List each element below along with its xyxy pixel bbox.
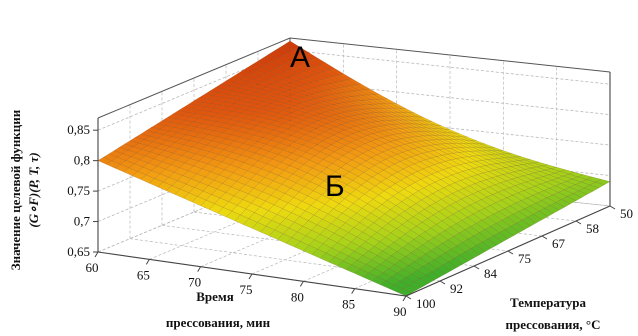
x-axis-label-line2: прессования, мин (166, 315, 271, 330)
x-tick-label: 60 (86, 260, 99, 275)
x-tick-label: 65 (137, 267, 150, 282)
y-tick-label: 58 (586, 221, 599, 236)
z-tick-label: 0,8 (74, 153, 90, 168)
z-tick-label: 0,7 (74, 214, 91, 229)
z-axis-label-line1: Значение целевой функции (8, 109, 23, 270)
y-tick-label: 100 (416, 296, 436, 311)
z-tick-label: 0,65 (67, 244, 90, 259)
y-axis-label-line1: Температура (510, 295, 586, 310)
x-tick-label: 85 (342, 297, 355, 312)
y-tick-label: 92 (450, 281, 463, 296)
x-axis-label-line1: Время (196, 289, 234, 304)
y-tick-label: 84 (484, 266, 498, 281)
tick-labels: 60 65 70 75 80 85 90 50 58 67 75 84 92 100 0,65 0,7 0,75… (67, 122, 633, 319)
y-axis-label-line2: прессования, °C (506, 317, 601, 332)
annotation-a: А (290, 41, 310, 74)
annotation-b: Б (325, 170, 345, 203)
x-tick-label: 75 (240, 282, 253, 297)
surface-mesh (97, 40, 611, 297)
y-tick-label: 50 (620, 206, 633, 221)
x-tick-label: 80 (291, 289, 304, 304)
z-tick-label: 0,75 (67, 183, 90, 198)
y-tick-label: 75 (518, 251, 531, 266)
y-tick-label: 67 (552, 236, 566, 251)
x-tick-label: 90 (394, 304, 407, 319)
z-axis-label-line2: (G∘F)(P, T, τ) (26, 152, 41, 227)
z-tick-label: 0,85 (67, 122, 90, 137)
x-tick-label: 70 (188, 275, 201, 290)
